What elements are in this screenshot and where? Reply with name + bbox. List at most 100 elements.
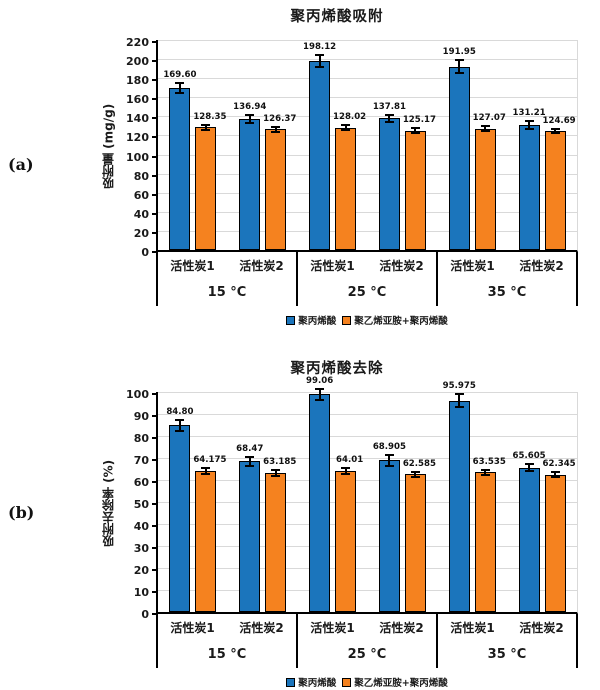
band-group: 活性炭1 活性炭2 15 °C — [158, 614, 298, 668]
error-bar-cap — [384, 453, 394, 456]
value-label: 131.21 — [512, 107, 546, 118]
band-categories: 活性炭1 活性炭2 — [158, 252, 296, 279]
bar-series-2 — [404, 474, 426, 612]
temperature-label: 15 °C — [207, 285, 247, 300]
gridline — [158, 392, 577, 393]
gridline — [158, 230, 577, 232]
gridline — [158, 192, 577, 194]
category-label: 活性炭2 — [379, 259, 424, 273]
error-bar — [318, 55, 321, 67]
error-bar-cap — [175, 82, 185, 85]
legend-label-series1: 聚丙烯酸 — [298, 678, 337, 689]
error-bar-cap — [454, 406, 464, 409]
y-tick-mark — [152, 525, 156, 527]
value-label: 62.345 — [542, 459, 576, 470]
y-tick-label: 0 — [141, 608, 149, 621]
value-label: 126.37 — [263, 114, 297, 124]
y-tick-label: 60 — [133, 476, 149, 489]
y-tick-mark — [152, 212, 156, 215]
value-label: 62.585 — [402, 458, 436, 469]
y-tick-mark — [152, 503, 156, 505]
x-axis-band: 活性炭1 活性炭2 15 °C 活性炭1 活性炭2 25 °C 活性炭1 活性炭2 35 °C — [156, 614, 578, 668]
value-label: 65.605 — [512, 451, 546, 462]
category-label: 活性炭1 — [450, 621, 495, 635]
band-categories: 活性炭1 活性炭2 — [298, 614, 436, 641]
category-label: 活性炭2 — [519, 259, 564, 273]
error-bar-cap — [201, 466, 211, 469]
bar-series-2 — [195, 127, 217, 250]
error-bar-cap — [175, 429, 185, 432]
band-group: 活性炭1 活性炭2 25 °C — [298, 614, 438, 668]
bar-series-2 — [544, 474, 566, 612]
error-bar-cap — [341, 466, 351, 469]
gridline — [158, 211, 577, 213]
gridline — [158, 480, 577, 481]
y-tick-label: 0 — [141, 246, 149, 259]
figure-panel-b: (b) 聚丙烯酸去除 吸附去除率 (%) 0 10 20 30 40 50 60 70 80 90… — [0, 348, 600, 690]
gridline — [158, 502, 577, 503]
bar-series-1 — [378, 118, 400, 250]
panel-label-a: (a) — [8, 155, 34, 174]
error-bar-cap — [201, 124, 211, 127]
x-axis-band: 活性炭1 活性炭2 15 °C 活性炭1 活性炭2 25 °C 活性炭1 活性炭2 35 °C — [156, 252, 578, 306]
error-bar-cap — [271, 126, 281, 128]
y-tick-label: 40 — [133, 207, 149, 221]
value-label: 198.12 — [302, 42, 337, 53]
error-bar-cap — [245, 122, 255, 125]
value-label: 137.81 — [372, 101, 406, 112]
series2-swatch-icon — [342, 677, 352, 687]
error-bar-cap — [384, 113, 394, 116]
y-tick-mark — [152, 613, 156, 615]
category-label: 活性炭1 — [450, 259, 495, 273]
y-tick-label: 90 — [133, 410, 149, 423]
value-label: 169.60 — [163, 70, 197, 81]
error-bar-cap — [175, 418, 185, 421]
figure-panel-a: (a) 聚丙烯酸吸附 吸附量 (mg/g) 0 20 40 60 80 100 120 140… — [8, 9, 578, 327]
panel-label-b: (b) — [8, 503, 35, 522]
legend-label-series2: 聚乙烯亚胺+聚丙烯酸 — [354, 316, 448, 327]
y-tick-mark — [152, 569, 156, 571]
gridline — [158, 97, 577, 99]
error-bar-cap — [384, 121, 394, 124]
error-bar-cap — [315, 54, 325, 57]
y-tick-label: 120 — [126, 131, 149, 145]
y-tick-label: 200 — [126, 55, 149, 69]
legend-item-series2: 聚乙烯亚胺+聚丙烯酸 — [342, 313, 448, 327]
bar-series-2 — [544, 130, 566, 250]
error-bar-cap — [480, 125, 490, 128]
bar-series-2 — [335, 471, 357, 612]
category-label: 活性炭2 — [239, 259, 284, 273]
y-tick-label: 140 — [126, 112, 149, 126]
error-bar-cap — [524, 127, 534, 130]
error-bar-cap — [524, 119, 534, 122]
chart-title: 聚丙烯酸去除 — [290, 361, 384, 377]
y-tick-mark — [152, 231, 156, 234]
error-bar-cap — [245, 464, 255, 467]
y-axis-ticks: 0 10 20 30 40 50 60 70 80 90 100 — [120, 388, 156, 621]
value-label: 68.905 — [372, 441, 406, 452]
error-bar-cap — [410, 470, 420, 473]
chart-title: 聚丙烯酸吸附 — [290, 9, 384, 25]
temperature-label: 25 °C — [347, 647, 387, 662]
error-bar-cap — [550, 131, 560, 134]
gridline — [158, 116, 577, 118]
value-label: 95.975 — [442, 381, 476, 392]
value-label: 124.69 — [542, 116, 576, 127]
error-bar-cap — [454, 72, 464, 75]
bar-series-1 — [239, 119, 261, 250]
bar-series-1 — [448, 400, 470, 612]
error-bar-cap — [271, 130, 281, 133]
error-bar — [344, 467, 347, 475]
temperature-label: 15 °C — [207, 647, 247, 662]
y-axis-ticks: 0 20 40 60 80 100 120 140 160 180 200 220 — [120, 36, 156, 259]
y-tick-mark — [152, 60, 156, 63]
error-bar-cap — [245, 455, 255, 458]
error-bar-cap — [524, 463, 534, 466]
error-bar — [204, 125, 207, 130]
y-tick-label: 40 — [133, 520, 149, 533]
y-tick-label: 80 — [133, 432, 149, 445]
bar-series-1 — [169, 425, 191, 612]
error-bar-cap — [341, 124, 351, 127]
error-bar — [554, 129, 557, 133]
bar-chart-removal: 聚丙烯酸去除 吸附去除率 (%) 0 10 20 30 40 50 60 70 80 90 100 … — [96, 348, 578, 689]
